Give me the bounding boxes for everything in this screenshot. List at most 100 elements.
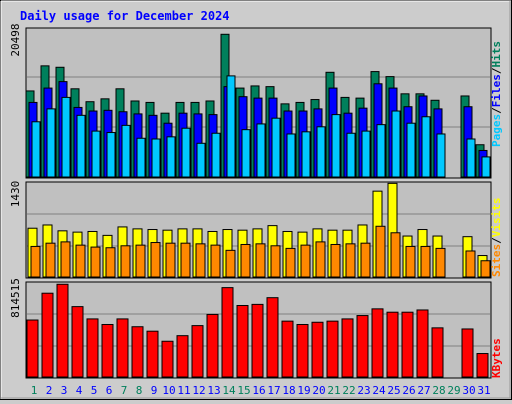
bar-sites-day-24 bbox=[375, 225, 386, 278]
legend-kbytes: KBytes bbox=[490, 338, 503, 378]
bar-kbytes-day-18 bbox=[281, 320, 294, 378]
day-label-13: 13 bbox=[207, 384, 220, 397]
bar-pages-day-1 bbox=[31, 121, 41, 178]
bar-sites-day-28 bbox=[435, 247, 446, 278]
day-label-3: 3 bbox=[61, 384, 68, 397]
bar-pages-day-8 bbox=[136, 137, 146, 178]
bar-kbytes-day-24 bbox=[371, 308, 384, 378]
bar-kbytes-day-22 bbox=[341, 318, 354, 378]
bar-pages-day-25 bbox=[391, 110, 401, 178]
bar-pages-day-30 bbox=[466, 138, 476, 178]
bar-pages-day-12 bbox=[196, 142, 206, 178]
bar-pages-day-3 bbox=[61, 96, 71, 178]
bar-sites-day-9 bbox=[150, 242, 161, 278]
day-label-16: 16 bbox=[252, 384, 265, 397]
bar-sites-day-3 bbox=[60, 241, 71, 278]
bar-sites-day-11 bbox=[180, 242, 191, 278]
bar-pages-day-4 bbox=[76, 114, 86, 178]
bar-sites-day-4 bbox=[75, 244, 86, 278]
legend-hits: Hits bbox=[490, 41, 503, 68]
day-label-18: 18 bbox=[282, 384, 295, 397]
bar-sites-day-6 bbox=[105, 247, 116, 278]
bar-sites-day-15 bbox=[240, 243, 251, 278]
bar-pages-day-16 bbox=[256, 123, 266, 178]
bar-kbytes-day-9 bbox=[146, 330, 159, 378]
bar-kbytes-day-20 bbox=[311, 321, 324, 378]
day-label-29: 29 bbox=[447, 384, 460, 397]
bar-kbytes-day-7 bbox=[116, 318, 129, 378]
day-label-22: 22 bbox=[342, 384, 355, 397]
day-label-5: 5 bbox=[91, 384, 98, 397]
day-label-9: 9 bbox=[151, 384, 158, 397]
bar-kbytes-day-2 bbox=[41, 292, 54, 378]
bar-kbytes-day-21 bbox=[326, 320, 339, 378]
bar-pages-day-7 bbox=[121, 124, 131, 178]
legend-slash: / bbox=[490, 107, 503, 114]
bar-sites-day-26 bbox=[405, 245, 416, 278]
bar-sites-day-27 bbox=[420, 245, 431, 278]
legend-row-hits: Pages/Files/Hits bbox=[490, 41, 503, 147]
bar-pages-day-20 bbox=[316, 126, 326, 178]
bar-sites-day-8 bbox=[135, 244, 146, 278]
bar-kbytes-day-26 bbox=[401, 311, 414, 378]
bar-sites-day-2 bbox=[45, 242, 56, 278]
bars-hits-files-pages bbox=[25, 33, 491, 178]
bar-sites-day-20 bbox=[315, 241, 326, 278]
bar-sites-day-21 bbox=[330, 243, 341, 278]
bar-pages-day-26 bbox=[406, 122, 416, 178]
legend-visits-sites: Sites/Visits bbox=[490, 198, 503, 278]
day-label-8: 8 bbox=[136, 384, 143, 397]
bar-kbytes-day-12 bbox=[191, 325, 204, 378]
bar-sites-day-12 bbox=[195, 243, 206, 278]
bar-pages-day-10 bbox=[166, 136, 176, 178]
bars-kbytes bbox=[26, 283, 489, 378]
bar-pages-day-13 bbox=[211, 132, 221, 178]
bar-pages-day-24 bbox=[376, 124, 386, 178]
day-label-4: 4 bbox=[76, 384, 83, 397]
day-labels: 1 2 3 4 5 6 7 8 9 10 11 12 13 14 15 16 17 18 19 20 21 22 23 24 2… bbox=[31, 384, 491, 397]
bar-sites-day-13 bbox=[210, 244, 221, 278]
day-label-23: 23 bbox=[357, 384, 370, 397]
legend-row-kbytes: KBytes bbox=[490, 338, 503, 378]
bar-kbytes-day-14 bbox=[221, 287, 234, 378]
bar-sites-day-30 bbox=[465, 250, 476, 278]
hits-max-label: 20498 bbox=[9, 23, 22, 56]
day-label-11: 11 bbox=[177, 384, 190, 397]
bar-kbytes-day-10 bbox=[161, 340, 174, 378]
legend-files: Files bbox=[490, 74, 503, 107]
bar-pages-day-23 bbox=[361, 130, 371, 178]
visits-max-label: 1430 bbox=[9, 181, 22, 208]
bar-kbytes-day-19 bbox=[296, 323, 309, 378]
legend-hits-files-pages: Pages/Files/Hits bbox=[490, 41, 503, 147]
day-label-28: 28 bbox=[432, 384, 445, 397]
day-label-30: 30 bbox=[462, 384, 475, 397]
day-label-2: 2 bbox=[46, 384, 53, 397]
bar-pages-day-19 bbox=[301, 131, 311, 178]
bar-kbytes-day-4 bbox=[71, 306, 84, 378]
bar-kbytes-day-1 bbox=[26, 319, 39, 378]
bar-kbytes-day-23 bbox=[356, 315, 369, 378]
legend-pages: Pages bbox=[490, 114, 503, 147]
day-label-6: 6 bbox=[106, 384, 113, 397]
bar-sites-day-19 bbox=[300, 244, 311, 278]
day-label-20: 20 bbox=[312, 384, 325, 397]
bar-pages-day-6 bbox=[106, 132, 116, 178]
legend-kbytes-group: KBytes bbox=[490, 338, 503, 378]
bar-kbytes-day-8 bbox=[131, 326, 144, 378]
day-label-31: 31 bbox=[477, 384, 490, 397]
day-label-24: 24 bbox=[372, 384, 386, 397]
legend-visits: Visits bbox=[490, 198, 503, 238]
day-label-7: 7 bbox=[121, 384, 128, 397]
bar-sites-day-18 bbox=[285, 247, 296, 278]
bar-kbytes-day-17 bbox=[266, 297, 279, 378]
bar-sites-day-7 bbox=[120, 245, 131, 278]
bar-pages-day-22 bbox=[346, 132, 356, 178]
bar-sites-day-31 bbox=[480, 260, 491, 278]
day-label-14: 14 bbox=[222, 384, 236, 397]
day-label-27: 27 bbox=[417, 384, 430, 397]
day-label-21: 21 bbox=[327, 384, 340, 397]
bar-pages-day-11 bbox=[181, 127, 191, 178]
bar-pages-day-31 bbox=[481, 156, 491, 178]
